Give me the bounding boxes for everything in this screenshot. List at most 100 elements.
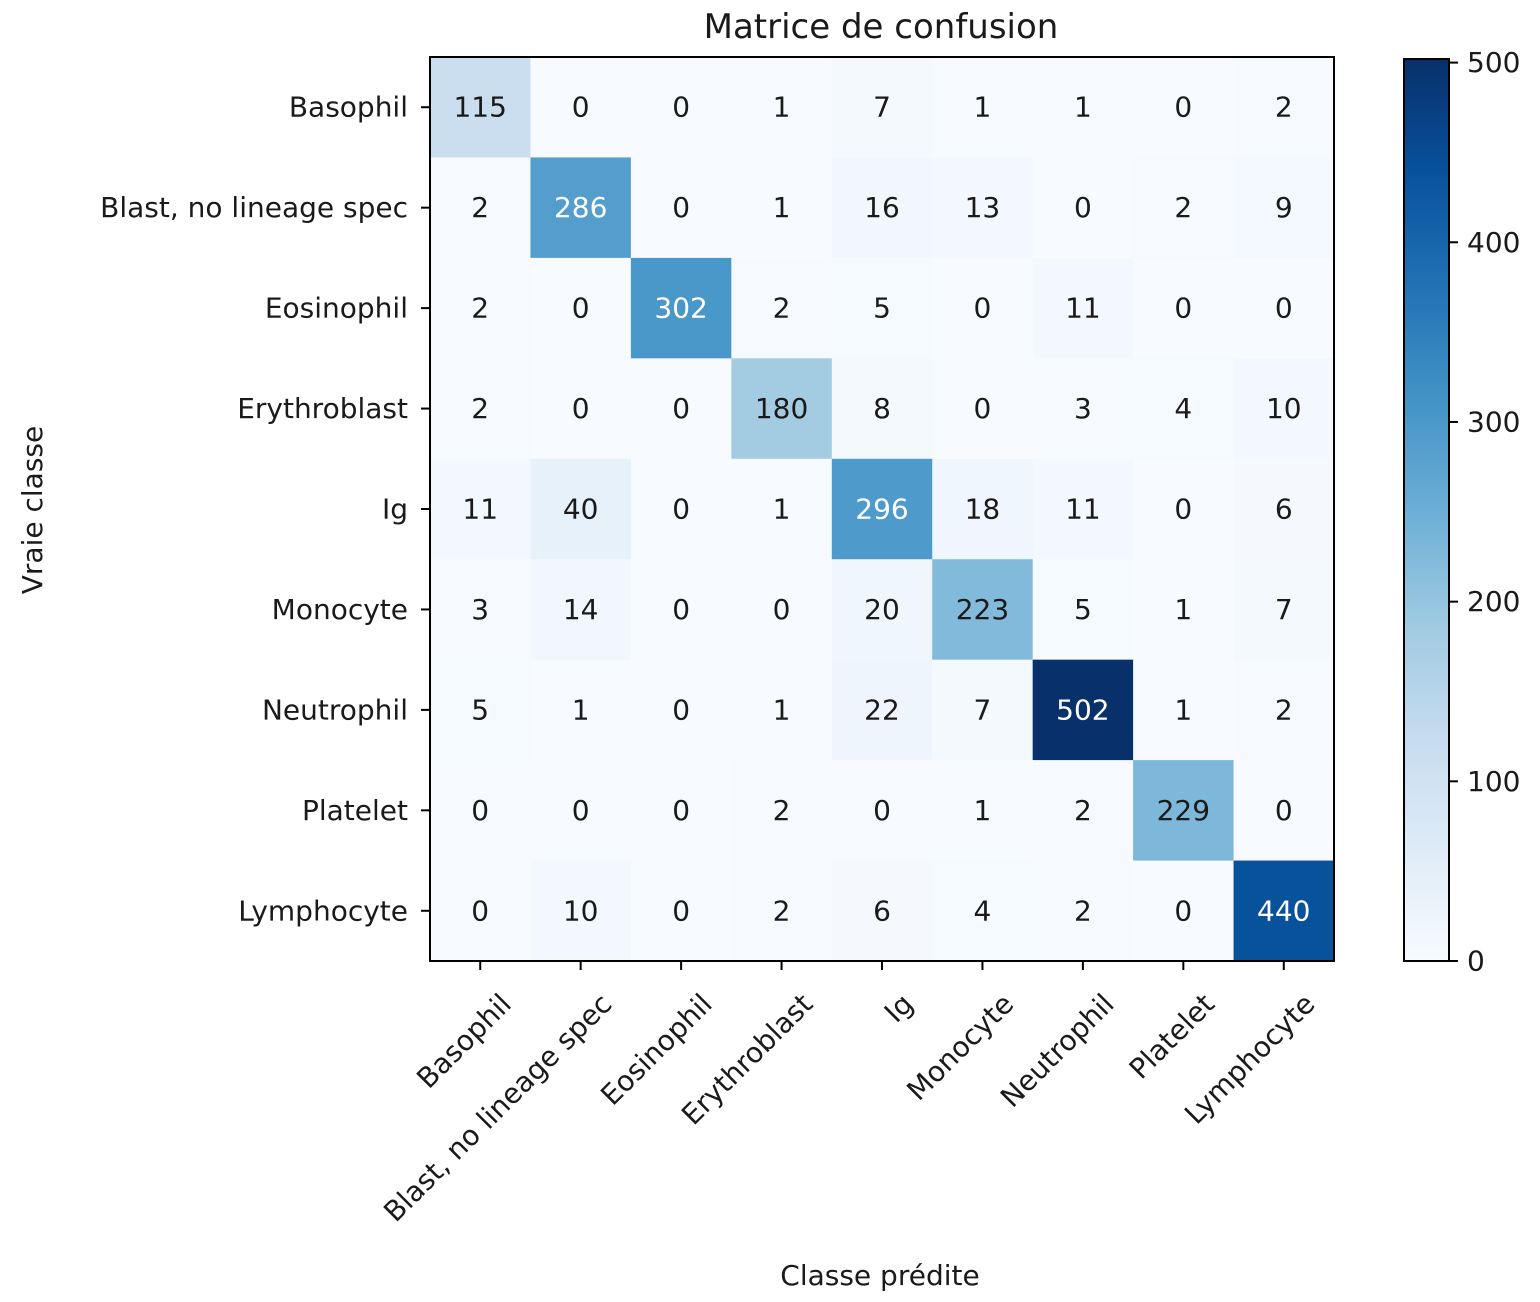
heatmap-cell [731,257,833,359]
cell-value-label: 0 [974,392,992,425]
cell-value-label: 115 [453,91,506,124]
heatmap-cell [530,57,632,158]
cell-value-label: 4 [1174,392,1192,425]
heatmap-cell [630,860,732,962]
cell-value-label: 2 [471,292,489,325]
heatmap-cell [430,860,531,962]
heatmap-cell [831,760,933,862]
cell-value-label: 0 [672,91,690,124]
heatmap-cell [831,157,933,259]
heatmap-cell [932,57,1034,158]
heatmap-cell [1233,157,1335,259]
y-tick-label: Lymphocyte [238,894,408,927]
y-tick-label: Basophil [289,91,408,124]
heatmap-cell [530,559,632,661]
heatmap-cell [731,559,833,661]
heatmap-cell [1133,559,1235,661]
colorbar-tick-label: 100 [1467,765,1520,798]
heatmap-cell [630,659,732,761]
cell-value-label: 10 [1266,392,1302,425]
heatmap-cell [1032,860,1134,962]
y-tick-label: Neutrophil [262,693,408,726]
chart-title: Matrice de confusion [704,7,1059,47]
heatmap-cell [731,760,833,862]
cell-value-label: 0 [572,91,590,124]
y-tick-label: Ig [382,493,408,526]
heatmap-cell [1133,358,1235,460]
heatmap-cell [430,358,531,460]
heatmap-cell [430,659,531,761]
colorbar-tick-label: 500 [1467,46,1520,79]
cell-value-label: 11 [462,493,498,526]
y-tick-label: Monocyte [272,593,408,626]
cell-value-label: 0 [672,894,690,927]
cell-value-label: 11 [1065,493,1101,526]
heatmap-cell [1233,257,1335,359]
cell-value-label: 7 [873,91,891,124]
heatmap-cell [932,559,1034,661]
heatmap-cell [1133,458,1235,560]
x-tick-label: Basophil [410,987,518,1095]
cell-value-label: 0 [1174,894,1192,927]
cell-value-label: 1 [1074,91,1092,124]
colorbar-tick-label: 0 [1467,945,1485,978]
cell-value-label: 10 [563,894,599,927]
y-axis-ticks: Basophil Blast, no lineage spec Eosinophil… [100,91,430,927]
cell-value-label: 1 [773,693,791,726]
heatmap-cell [430,559,531,661]
cell-value-label: 22 [864,693,900,726]
heatmap-cell [630,57,732,158]
heatmap-cell [731,157,833,259]
heatmap-cell [1032,559,1134,661]
heatmap-cell [630,358,732,460]
x-tick-label: Ig [878,987,920,1029]
y-tick-label: Blast, no lineage spec [100,191,408,224]
heatmap-cell [932,760,1034,862]
heatmap-cell [1133,760,1235,862]
cell-value-label: 296 [855,493,908,526]
heatmap-cell [831,257,933,359]
heatmap-cell [630,760,732,862]
cell-value-label: 2 [471,191,489,224]
heatmap-cell [530,257,632,359]
cell-value-label: 2 [1275,91,1293,124]
cell-value-label: 40 [563,493,599,526]
cell-value-label: 180 [755,392,808,425]
heatmap-cell [932,860,1034,962]
cell-value-label: 18 [965,493,1001,526]
heatmap-cell [731,358,833,460]
cell-value-label: 2 [1074,894,1092,927]
heatmap-cell [731,458,833,560]
cell-value-label: 0 [1074,191,1092,224]
heatmap-cells [430,57,1335,962]
heatmap-cell [430,760,531,862]
cell-value-label: 1 [773,493,791,526]
cell-value-label: 13 [965,191,1001,224]
cell-value-label: 2 [1074,794,1092,827]
y-axis-label: Vraie classe [16,426,49,594]
cell-value-label: 2 [1275,693,1293,726]
cell-value-label: 229 [1157,794,1210,827]
cell-value-label: 14 [563,593,599,626]
cell-value-label: 5 [1074,593,1092,626]
heatmap-cell [630,157,732,259]
cell-value-label: 0 [672,191,690,224]
heatmap-cell [831,458,933,560]
heatmap-cell [1233,559,1335,661]
heatmap-cell [831,559,933,661]
heatmap-cell [932,458,1034,560]
cell-value-label: 4 [974,894,992,927]
cell-value-label: 6 [1275,493,1293,526]
heatmap-cell [1233,760,1335,862]
y-tick-label: Platelet [302,794,408,827]
heatmap-cell [430,157,531,259]
cell-value-label: 0 [1275,292,1293,325]
heatmap-cell-labels: 115 0 0 1 7 1 1 0 22 286 0 1 16 13 0 2 92 0 302 2 5 0 11 0 02 0 0 1… [453,91,1310,928]
cell-value-label: 6 [873,894,891,927]
heatmap-cell [1233,659,1335,761]
cell-value-label: 2 [773,794,791,827]
heatmap-cell [1133,157,1235,259]
heatmap-cell [1032,257,1134,359]
cell-value-label: 0 [672,493,690,526]
heatmap-cell [731,860,833,962]
